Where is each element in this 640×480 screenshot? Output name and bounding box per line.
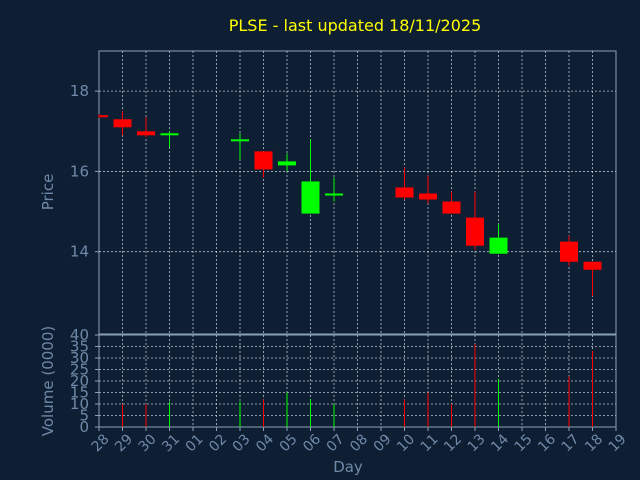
volume-tick-label: 10	[70, 395, 89, 413]
x-tick-label: 09	[371, 431, 395, 455]
candle-body	[231, 139, 249, 142]
x-tick-label: 03	[230, 431, 254, 455]
candle-body	[160, 133, 179, 136]
x-tick-label: 28	[89, 431, 113, 455]
x-axis-label: Day	[333, 458, 363, 476]
candle-body	[419, 193, 437, 200]
price-candles	[98, 111, 602, 296]
x-tick-label: 31	[159, 431, 183, 455]
candle-body	[278, 161, 296, 166]
volume-axis-label: Volume (0000)	[39, 326, 57, 436]
volume-bars	[122, 344, 593, 427]
volume-tick-label: 35	[70, 338, 89, 356]
candle-body	[325, 193, 343, 196]
x-tick-label: 14	[488, 431, 512, 455]
x-tick-label: 19	[606, 431, 630, 455]
candle-body	[395, 187, 414, 198]
x-axis-ticks: 28 29 30 31 01 02 03 04 05 06 07 08 09 10 11 12 13 14 15 16…	[89, 427, 630, 455]
candle-body	[583, 261, 602, 270]
candle-body	[442, 201, 461, 214]
price-grid	[99, 51, 616, 334]
price-tick-label: 16	[70, 162, 89, 180]
x-tick-label: 02	[206, 431, 230, 455]
volume-tick-label: 5	[79, 407, 89, 425]
x-tick-label: 01	[183, 431, 207, 455]
x-tick-label: 29	[112, 431, 136, 455]
volume-tick-label: 30	[70, 349, 89, 367]
x-tick-label: 04	[253, 431, 277, 455]
candle-body	[489, 237, 508, 254]
x-tick-label: 10	[394, 431, 418, 455]
x-tick-label: 17	[559, 431, 583, 455]
x-tick-label: 13	[465, 431, 489, 455]
candle-body	[113, 119, 132, 128]
candle-body	[466, 217, 484, 246]
x-tick-label: 08	[347, 431, 371, 455]
x-tick-label: 18	[582, 431, 606, 455]
x-tick-label: 16	[535, 431, 559, 455]
x-tick-label: 11	[418, 431, 442, 455]
candle-body	[254, 151, 273, 170]
candle-body	[99, 115, 108, 118]
x-tick-label: 15	[512, 431, 536, 455]
price-y-ticks: 14 16 18	[70, 82, 99, 261]
price-tick-label: 18	[70, 82, 89, 100]
candle-body	[560, 241, 578, 262]
x-tick-label: 30	[136, 431, 160, 455]
volume-tick-label: 20	[70, 372, 89, 390]
x-tick-label: 12	[441, 431, 465, 455]
volume-tick-label: 0	[79, 418, 89, 436]
x-tick-label: 07	[324, 431, 348, 455]
candle-body	[301, 181, 320, 214]
chart-title: PLSE - last updated 18/11/2025	[229, 16, 482, 35]
price-panel: 14 16 18 Price	[39, 50, 617, 335]
candle-body	[137, 131, 155, 136]
volume-tick-label: 25	[70, 361, 89, 379]
x-tick-label: 06	[300, 431, 324, 455]
volume-tick-label: 40	[70, 326, 89, 344]
volume-grid	[99, 335, 616, 427]
volume-tick-label: 15	[70, 384, 89, 402]
price-tick-label: 14	[70, 243, 89, 261]
price-axis-label: Price	[39, 174, 57, 211]
x-tick-label: 05	[277, 431, 301, 455]
